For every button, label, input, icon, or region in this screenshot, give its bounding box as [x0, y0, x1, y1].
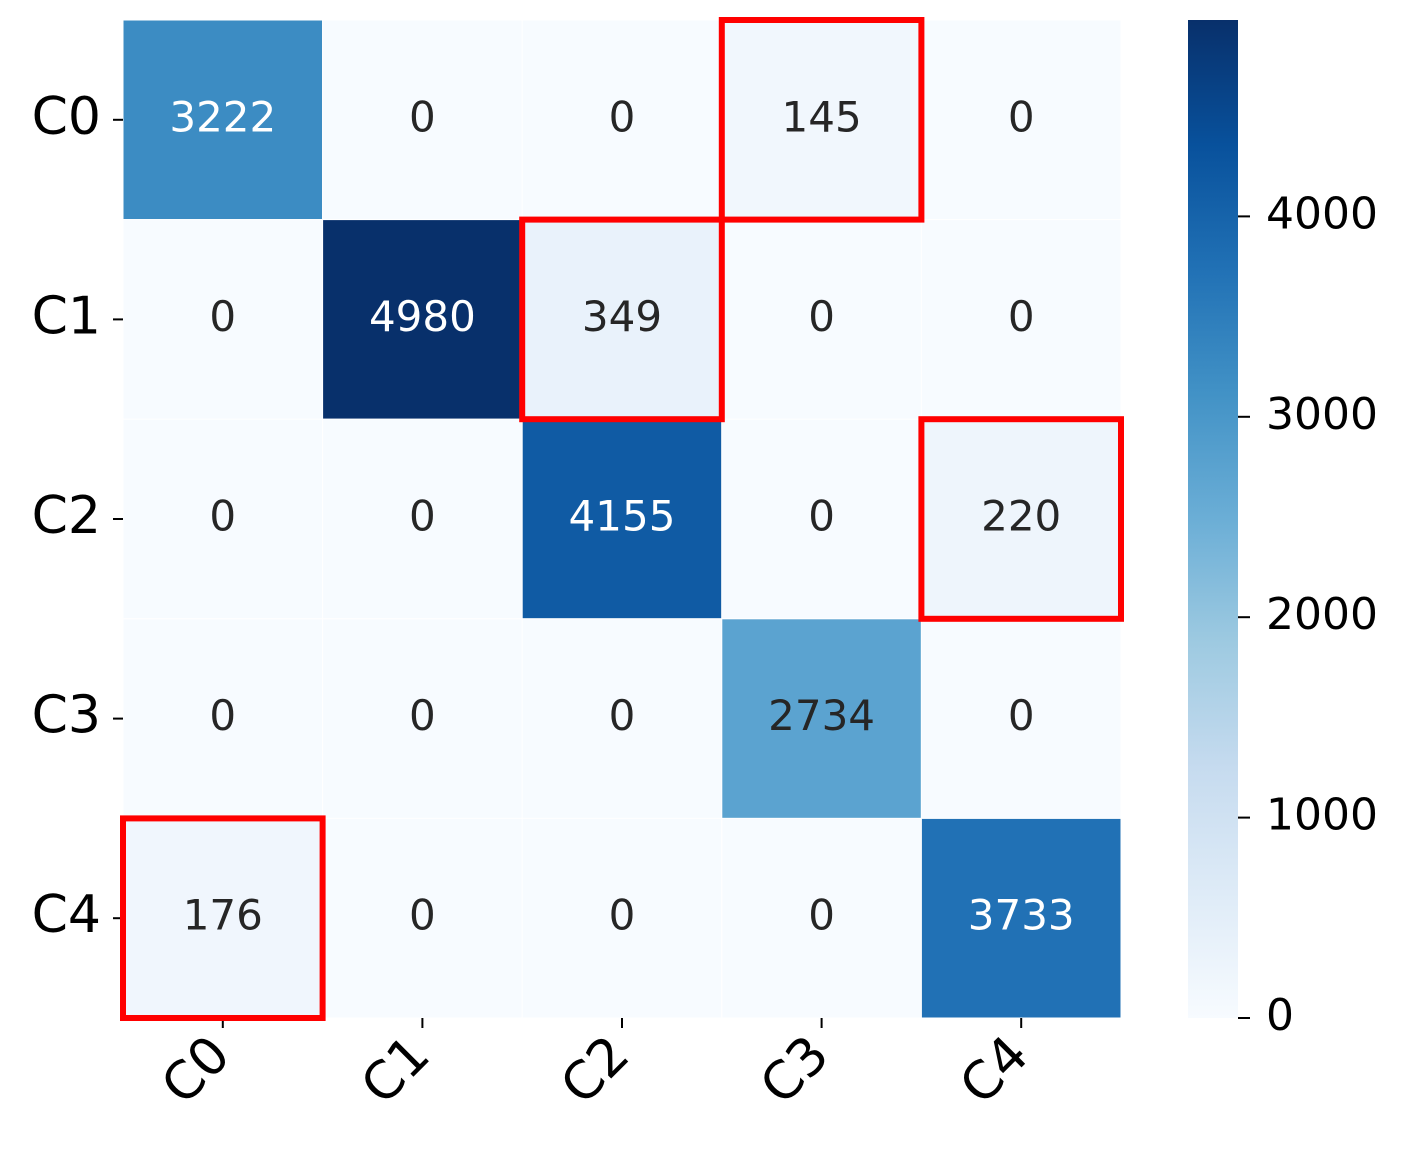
heatmap-cell	[521, 817, 723, 1019]
cell-label: 0	[609, 691, 636, 740]
cell-label: 4155	[569, 492, 676, 541]
cell-label: 0	[209, 292, 236, 341]
cell-label: 176	[183, 891, 263, 940]
x-tick-label: C4	[949, 1025, 1041, 1117]
heatmap-cell	[920, 219, 1122, 420]
cell-label: 0	[409, 691, 436, 740]
heatmap-cell	[721, 418, 922, 620]
x-tick-label: C2	[550, 1025, 642, 1117]
heatmap-cell	[122, 19, 324, 221]
x-tick-label: C0	[150, 1025, 242, 1117]
cell-label: 0	[209, 691, 236, 740]
cell-label: 0	[409, 492, 436, 541]
cell-label: 0	[1008, 92, 1035, 141]
colorbar	[1188, 20, 1238, 1018]
highlight-box	[718, 17, 925, 223]
y-tick-label: C1	[32, 286, 101, 346]
heatmap-cell	[721, 19, 922, 221]
heatmap-cell	[322, 219, 523, 420]
cell-label: 0	[808, 292, 835, 341]
cell-label: 0	[609, 92, 636, 141]
heatmap-cell	[322, 817, 523, 1019]
cell-label: 3222	[169, 92, 276, 141]
heatmap-cell	[521, 418, 723, 620]
heatmap-cell	[920, 618, 1122, 819]
y-tick-label: C3	[32, 686, 101, 746]
cell-label: 145	[782, 92, 862, 141]
cell-label: 0	[409, 891, 436, 940]
highlight-box	[519, 216, 725, 423]
heatmap-cell	[322, 418, 523, 620]
heatmap-cell	[920, 418, 1122, 620]
cell-label: 0	[1008, 691, 1035, 740]
heatmap-cell	[521, 219, 723, 420]
heatmap-cell	[521, 618, 723, 819]
colorbar-tick-label: 4000	[1266, 188, 1378, 239]
cell-label: 3733	[968, 891, 1075, 940]
highlight-box	[120, 815, 326, 1022]
heatmap-cell	[920, 817, 1122, 1019]
cell-label: 0	[209, 492, 236, 541]
x-tick-label: C3	[749, 1025, 841, 1117]
highlight-box	[918, 416, 1125, 622]
heatmap-cell	[322, 19, 523, 221]
heatmap-cell	[920, 19, 1122, 221]
x-tick-label: C1	[350, 1025, 442, 1117]
heatmap-cell	[521, 19, 723, 221]
cell-label: 0	[409, 92, 436, 141]
cell-label: 220	[981, 492, 1061, 541]
colorbar-tick-label: 2000	[1266, 589, 1378, 640]
heatmap-cell	[721, 618, 922, 819]
colorbar-tick-label: 3000	[1266, 389, 1378, 440]
cell-label: 2734	[768, 691, 875, 740]
y-tick-label: C2	[32, 486, 101, 546]
colorbar-tick-label: 1000	[1266, 790, 1378, 841]
heatmap-cell	[122, 817, 324, 1019]
colorbar-tick-label: 0	[1266, 990, 1294, 1041]
cell-label: 0	[808, 492, 835, 541]
cell-label: 0	[808, 891, 835, 940]
cell-label: 4980	[369, 292, 476, 341]
cell-label: 349	[582, 292, 662, 341]
y-tick-label: C4	[32, 885, 101, 945]
heatmap-cell	[122, 219, 324, 420]
y-tick-label: C0	[32, 87, 101, 147]
heatmap-cell	[322, 618, 523, 819]
cell-label: 0	[609, 891, 636, 940]
cell-label: 0	[1008, 292, 1035, 341]
